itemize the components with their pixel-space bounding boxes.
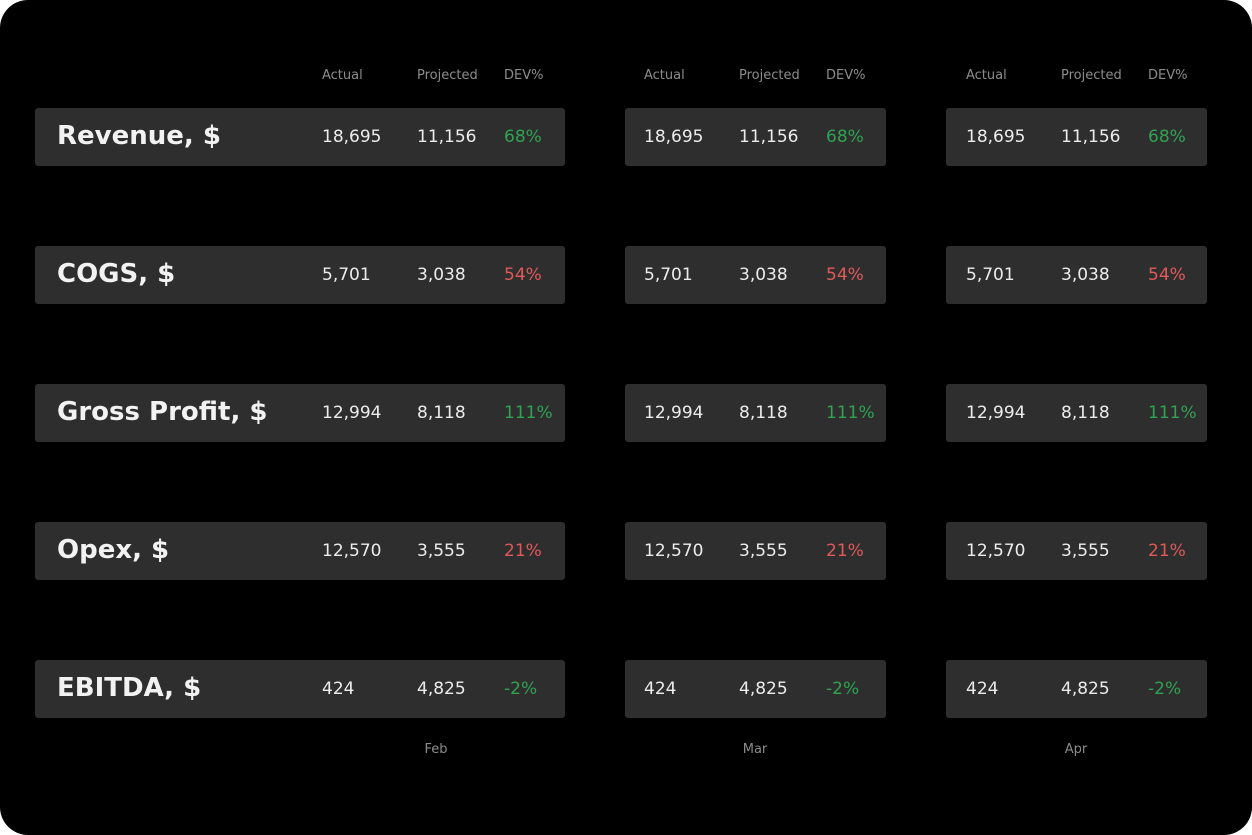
dev-value: 21% (826, 541, 864, 561)
cell-value: 424 (966, 679, 999, 699)
cell-value: 18,695 (322, 127, 382, 147)
row-label: COGS, $ (57, 259, 176, 289)
cell-value: 12,570 (966, 541, 1026, 561)
cell-value: 5,701 (644, 265, 693, 285)
cell-value: 3,555 (417, 541, 466, 561)
cell-value: 8,118 (739, 403, 788, 423)
column-header: DEV% (826, 68, 866, 83)
cell-value: 11,156 (739, 127, 799, 147)
cell-value: 3,555 (739, 541, 788, 561)
cell-value: 5,701 (322, 265, 371, 285)
cell-value: 12,994 (644, 403, 704, 423)
row-label: Opex, $ (57, 535, 170, 565)
column-header: Actual (644, 68, 685, 83)
row-panel (35, 384, 565, 442)
cell-value: 11,156 (417, 127, 477, 147)
cell-value: 12,994 (322, 403, 382, 423)
cell-value: 3,038 (1061, 265, 1110, 285)
row-panel (35, 108, 565, 166)
dev-value: 54% (1148, 265, 1186, 285)
cell-value: 11,156 (1061, 127, 1121, 147)
dev-value: 111% (826, 403, 875, 423)
row-panel (35, 246, 565, 304)
dev-value: 21% (504, 541, 542, 561)
cell-value: 8,118 (417, 403, 466, 423)
row-panel (625, 246, 886, 304)
row-panel (35, 660, 565, 718)
dev-value: 68% (1148, 127, 1186, 147)
row-panel (625, 108, 886, 166)
dev-value: 68% (504, 127, 542, 147)
column-header: Projected (739, 68, 800, 83)
row-panel (625, 660, 886, 718)
column-header: Actual (966, 68, 1007, 83)
cell-value: 8,118 (1061, 403, 1110, 423)
row-panel (946, 108, 1207, 166)
dev-value: 111% (504, 403, 553, 423)
cell-value: 3,555 (1061, 541, 1110, 561)
row-label: Revenue, $ (57, 121, 221, 151)
cell-value: 4,825 (1061, 679, 1110, 699)
column-header: DEV% (1148, 68, 1188, 83)
cell-value: 424 (322, 679, 355, 699)
cell-value: 12,994 (966, 403, 1026, 423)
row-panel (946, 660, 1207, 718)
row-panel (625, 384, 886, 442)
dev-value: 111% (1148, 403, 1197, 423)
cell-value: 12,570 (322, 541, 382, 561)
cell-value: 424 (644, 679, 677, 699)
column-header: Projected (417, 68, 478, 83)
cell-value: 18,695 (644, 127, 704, 147)
dev-value: 54% (826, 265, 864, 285)
cell-value: 3,038 (739, 265, 788, 285)
row-label: Gross Profit, $ (57, 397, 268, 427)
dev-value: -2% (1148, 679, 1182, 699)
dev-value: -2% (826, 679, 860, 699)
cell-value: 5,701 (966, 265, 1015, 285)
row-panel (946, 384, 1207, 442)
month-label: Feb (424, 742, 448, 757)
dev-value: -2% (504, 679, 538, 699)
month-label: Apr (1064, 742, 1088, 757)
cell-value: 18,695 (966, 127, 1026, 147)
month-label: Mar (742, 742, 768, 757)
row-panel (625, 522, 886, 580)
cell-value: 4,825 (417, 679, 466, 699)
dev-value: 68% (826, 127, 864, 147)
column-header: DEV% (504, 68, 544, 83)
row-panel (946, 522, 1207, 580)
dev-value: 54% (504, 265, 542, 285)
dev-value: 21% (1148, 541, 1186, 561)
row-panel (35, 522, 565, 580)
column-header: Projected (1061, 68, 1122, 83)
row-panel (946, 246, 1207, 304)
row-label: EBITDA, $ (57, 673, 202, 703)
cell-value: 3,038 (417, 265, 466, 285)
cell-value: 12,570 (644, 541, 704, 561)
column-header: Actual (322, 68, 363, 83)
cell-value: 4,825 (739, 679, 788, 699)
